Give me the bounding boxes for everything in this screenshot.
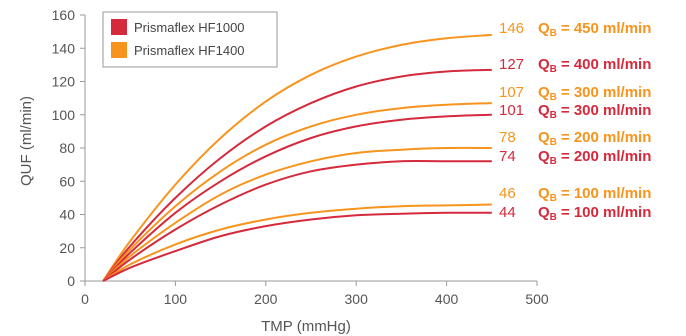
qb-symbol: Q — [538, 204, 550, 221]
end-value-label: 78 — [499, 129, 516, 146]
qb-rate: = 200 ml/min — [561, 148, 651, 165]
series-line — [102, 102, 492, 282]
qb-rate: = 450 ml/min — [561, 20, 651, 37]
qb-label: QB = 300 ml/min — [538, 84, 651, 103]
legend-label: Prismaflex HF1000 — [134, 20, 245, 35]
y-tick-label: 20 — [59, 240, 75, 256]
y-tick-label: 60 — [59, 173, 75, 189]
qb-subscript: B — [550, 64, 557, 75]
qb-symbol: Q — [538, 84, 550, 101]
y-tick-label: 120 — [52, 74, 76, 90]
series-line — [102, 211, 492, 282]
qb-label: QB = 100 ml/min — [538, 204, 651, 223]
qb-rate: = 100 ml/min — [561, 185, 651, 202]
x-tick-label: 500 — [525, 291, 549, 307]
series-line — [102, 146, 492, 282]
x-tick-label: 0 — [81, 291, 89, 307]
end-value-label: 107 — [499, 84, 524, 101]
qb-label: QB = 200 ml/min — [538, 148, 651, 167]
y-tick-label: 0 — [67, 273, 75, 289]
qb-subscript: B — [550, 193, 557, 204]
axes: 0 20 40 60 80 100 120 140 160 0 100 200 300 400 500 — [52, 7, 549, 307]
series-line — [102, 68, 492, 282]
series-line — [102, 160, 492, 282]
x-tick-label: 300 — [345, 291, 369, 307]
legend: Prismaflex HF1000 Prismaflex HF1400 — [102, 11, 278, 68]
qb-subscript: B — [550, 212, 557, 223]
y-tick-label: 80 — [59, 140, 75, 156]
end-value-label: 44 — [499, 204, 516, 221]
qb-symbol: Q — [538, 20, 550, 37]
y-tick-label: 100 — [52, 107, 76, 123]
end-value-label: 74 — [499, 148, 516, 165]
end-value-label: 146 — [499, 20, 524, 37]
qb-rate: = 300 ml/min — [561, 84, 651, 101]
qb-label: QB = 200 ml/min — [538, 129, 651, 148]
series-line — [102, 113, 492, 282]
qb-symbol: Q — [538, 102, 550, 119]
y-tick-label: 40 — [59, 207, 75, 223]
qb-symbol: Q — [538, 148, 550, 165]
qb-subscript: B — [550, 156, 557, 167]
qb-label: QB = 100 ml/min — [538, 185, 651, 204]
qb-symbol: Q — [538, 185, 550, 202]
qb-rate: = 300 ml/min — [561, 102, 651, 119]
x-axis-title: TMP (mmHg) — [261, 318, 351, 335]
x-tick-label: 400 — [435, 291, 459, 307]
y-tick-label: 140 — [52, 40, 76, 56]
qb-label: QB = 450 ml/min — [538, 20, 651, 39]
qb-rate: = 400 ml/min — [561, 56, 651, 73]
end-value-label: 127 — [499, 56, 524, 73]
legend-swatch — [111, 42, 127, 58]
series-lines — [102, 33, 492, 282]
qb-subscript: B — [550, 137, 557, 148]
y-axis-title: QUF (ml/min) — [18, 96, 35, 186]
x-tick-label: 200 — [254, 291, 278, 307]
qb-symbol: Q — [538, 129, 550, 146]
series-line — [102, 33, 492, 282]
legend-swatch — [111, 19, 127, 35]
qb-label: QB = 400 ml/min — [538, 56, 651, 75]
end-value-label: 46 — [499, 185, 516, 202]
qb-subscript: B — [550, 28, 557, 39]
x-tick-label: 100 — [164, 291, 188, 307]
legend-box — [102, 11, 278, 68]
qb-label: QB = 300 ml/min — [538, 102, 651, 121]
qb-subscript: B — [550, 92, 557, 103]
series-line — [102, 203, 492, 282]
qb-rate: = 200 ml/min — [561, 129, 651, 146]
qb-symbol: Q — [538, 56, 550, 73]
qb-rate: = 100 ml/min — [561, 204, 651, 221]
end-value-label: 101 — [499, 102, 524, 119]
y-tick-label: 160 — [52, 7, 76, 23]
qb-subscript: B — [550, 110, 557, 121]
legend-label: Prismaflex HF1400 — [134, 43, 245, 58]
